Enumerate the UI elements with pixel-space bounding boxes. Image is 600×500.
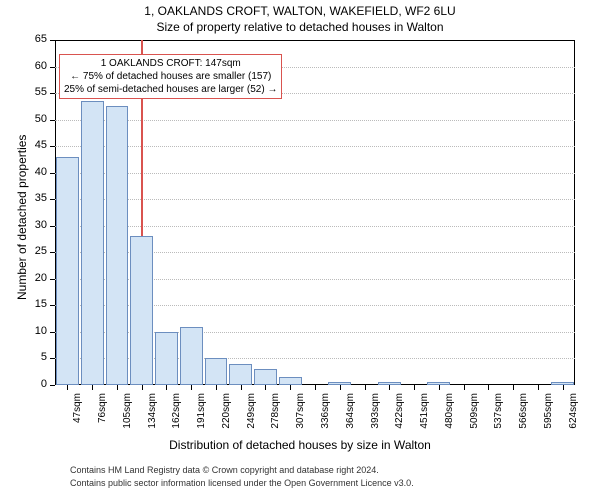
x-tick-label: 566sqm [518,393,529,438]
x-tick-label: 76sqm [97,393,108,438]
footer-line2: Contains public sector information licen… [70,478,414,488]
x-tick [92,385,93,390]
x-tick-label: 105sqm [122,393,133,438]
y-tick-label: 20 [25,272,47,284]
bar [81,101,104,385]
y-tick [50,67,55,68]
y-tick-label: 50 [25,113,47,125]
x-tick [265,385,266,390]
x-tick [464,385,465,390]
annotation-line1: 1 OAKLANDS CROFT: 147sqm [64,57,277,70]
x-tick-label: 134sqm [147,393,158,438]
y-tick [50,332,55,333]
annotation-box: 1 OAKLANDS CROFT: 147sqm← 75% of detache… [59,54,282,99]
y-tick [50,199,55,200]
bar [56,157,79,385]
bar [155,332,178,385]
bar [378,382,401,385]
grid-line [55,226,575,227]
x-tick-label: 509sqm [469,393,480,438]
x-tick-label: 537sqm [493,393,504,438]
chart-title-line2: Size of property relative to detached ho… [0,20,600,34]
grid-line [55,173,575,174]
y-tick [50,252,55,253]
x-tick-label: 451sqm [419,393,430,438]
x-tick-label: 220sqm [221,393,232,438]
y-tick-label: 35 [25,192,47,204]
y-tick-label: 25 [25,245,47,257]
x-tick-label: 278sqm [270,393,281,438]
y-tick [50,358,55,359]
bar [130,236,153,385]
x-tick-label: 595sqm [543,393,554,438]
x-tick [67,385,68,390]
x-tick [166,385,167,390]
x-tick-label: 624sqm [568,393,579,438]
x-tick-label: 47sqm [72,393,83,438]
y-tick [50,385,55,386]
y-tick-label: 55 [25,86,47,98]
y-tick [50,40,55,41]
bar [328,382,351,385]
x-tick-label: 393sqm [370,393,381,438]
x-tick [538,385,539,390]
x-tick [241,385,242,390]
x-tick [488,385,489,390]
bar [279,377,302,385]
x-tick [117,385,118,390]
y-tick [50,305,55,306]
x-tick-label: 422sqm [394,393,405,438]
x-tick-label: 336sqm [320,393,331,438]
y-tick [50,173,55,174]
y-tick [50,146,55,147]
grid-line [55,199,575,200]
bar [106,106,129,385]
x-tick [414,385,415,390]
x-tick [439,385,440,390]
x-tick [389,385,390,390]
y-tick-label: 65 [25,33,47,45]
bar [427,382,450,385]
y-tick-label: 40 [25,166,47,178]
x-tick [216,385,217,390]
x-tick [290,385,291,390]
x-tick-label: 307sqm [295,393,306,438]
bar [205,358,228,385]
bar [229,364,252,385]
x-tick-label: 191sqm [196,393,207,438]
y-tick-label: 45 [25,139,47,151]
x-tick-label: 162sqm [171,393,182,438]
chart-title-line1: 1, OAKLANDS CROFT, WALTON, WAKEFIELD, WF… [0,4,600,18]
grid-line [55,146,575,147]
x-tick [513,385,514,390]
x-tick [191,385,192,390]
x-tick [340,385,341,390]
y-tick-label: 10 [25,325,47,337]
bar [180,327,203,385]
x-tick [563,385,564,390]
annotation-line2: ← 75% of detached houses are smaller (15… [64,70,277,83]
y-tick [50,93,55,94]
annotation-line3: 25% of semi-detached houses are larger (… [64,83,277,96]
y-tick-label: 60 [25,60,47,72]
x-tick-label: 364sqm [345,393,356,438]
x-tick [365,385,366,390]
bar [551,382,574,385]
x-tick-label: 480sqm [444,393,455,438]
y-tick-label: 0 [25,378,47,390]
x-tick [315,385,316,390]
y-tick-label: 5 [25,351,47,363]
footer-line1: Contains HM Land Registry data © Crown c… [70,465,379,475]
bar [254,369,277,385]
y-tick [50,120,55,121]
x-tick [142,385,143,390]
x-axis-label: Distribution of detached houses by size … [0,438,600,452]
y-tick [50,279,55,280]
y-tick [50,226,55,227]
x-tick-label: 249sqm [246,393,257,438]
grid-line [55,120,575,121]
y-tick-label: 30 [25,219,47,231]
y-tick-label: 15 [25,298,47,310]
